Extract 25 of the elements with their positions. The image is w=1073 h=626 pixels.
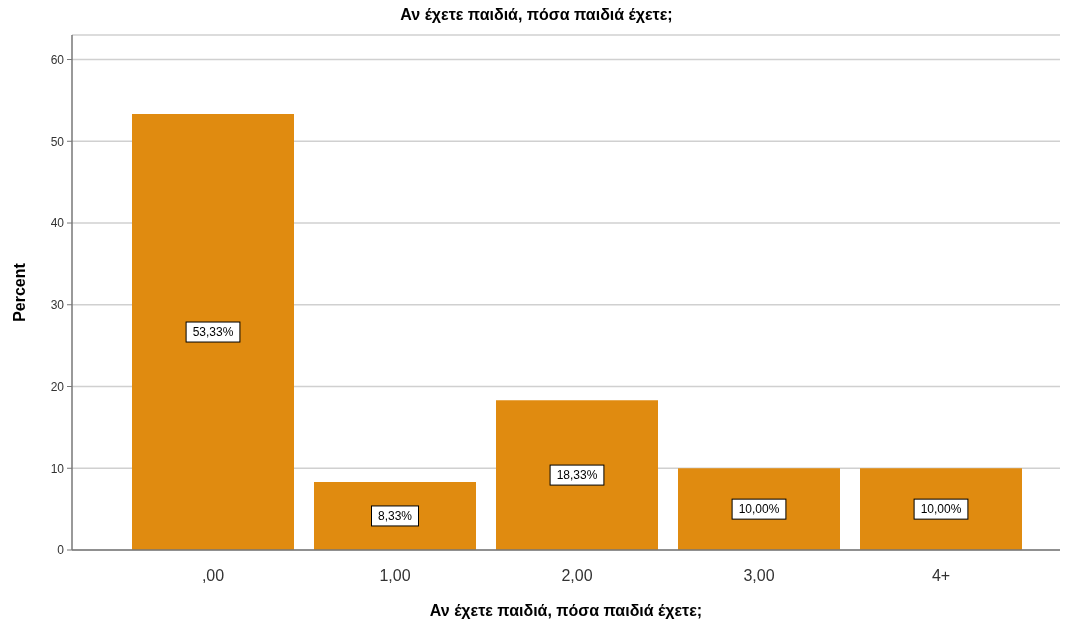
x-tick-label: 3,00 (743, 567, 775, 585)
y-axis-title: Percent (10, 262, 28, 322)
y-tick-label: 50 (50, 134, 65, 149)
y-tick-label: 60 (50, 52, 65, 67)
x-axis-title: Αν έχετε παιδιά, πόσα παιδιά έχετε; (429, 601, 703, 619)
x-tick-label: 2,00 (561, 567, 593, 585)
y-tick-label: 20 (50, 379, 65, 394)
data-label: 53,33% (192, 325, 234, 340)
bar (132, 114, 294, 550)
bar (860, 468, 1022, 550)
y-tick-label: 0 (57, 543, 65, 558)
data-label: 18,33% (556, 468, 598, 483)
y-tick-label: 40 (50, 216, 65, 231)
x-tick-label: 1,00 (379, 567, 411, 585)
bar (314, 481, 476, 550)
data-label: 10,00% (738, 502, 780, 517)
x-tick-label: 4+ (931, 567, 951, 585)
bar (496, 400, 658, 550)
x-tick-label: ,00 (201, 567, 225, 585)
data-label: 10,00% (920, 502, 962, 517)
chart-title: Αν έχετε παιδιά, πόσα παιδιά έχετε; (399, 6, 674, 24)
bar (678, 468, 840, 550)
y-tick-label: 30 (50, 298, 65, 313)
data-label: 8,33% (377, 508, 413, 523)
y-tick-label: 10 (50, 461, 65, 476)
